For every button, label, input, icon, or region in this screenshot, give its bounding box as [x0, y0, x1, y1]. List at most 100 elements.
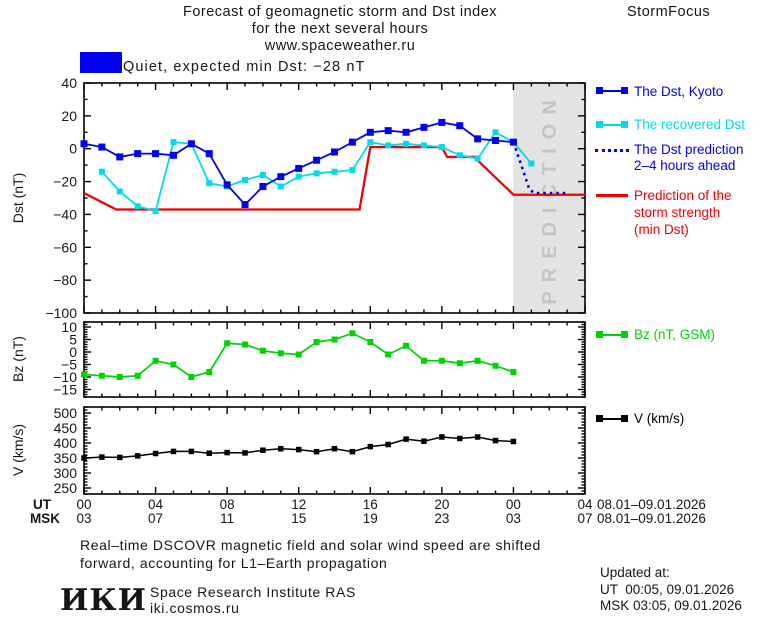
- data-point-marker: [259, 347, 266, 354]
- msk-tick-label: 03: [505, 511, 521, 526]
- data-point-marker: [295, 446, 302, 453]
- data-point-marker: [295, 164, 303, 172]
- updated-msk: MSK 03:05, 09.01.2026: [600, 598, 742, 613]
- data-point-marker: [170, 448, 177, 455]
- data-point-marker: [99, 454, 105, 460]
- data-point-marker: [349, 330, 356, 337]
- legend-marker: [621, 87, 628, 94]
- legend-marker: [596, 415, 603, 422]
- ut-tick-label: 08: [219, 497, 235, 512]
- msk-row-label: MSK: [30, 511, 60, 526]
- data-point-marker: [439, 434, 445, 440]
- data-point-marker: [170, 361, 177, 368]
- data-point-marker: [348, 138, 356, 146]
- data-point-marker: [384, 127, 392, 135]
- y-tick-label: −60: [53, 239, 77, 255]
- y-tick-label: −5: [61, 357, 77, 373]
- data-point-marker: [223, 181, 231, 189]
- legend-dst-kyoto: The Dst, Kyoto: [634, 84, 724, 99]
- data-point-marker: [134, 453, 141, 459]
- data-point-marker: [492, 362, 499, 369]
- data-point-marker: [421, 438, 427, 444]
- data-point-marker: [241, 201, 249, 209]
- ut-tick-label: 04: [148, 497, 164, 512]
- legend-marker: [596, 331, 603, 338]
- data-point-marker: [420, 123, 428, 131]
- data-point-marker: [313, 156, 321, 164]
- msk-tick-label: 15: [291, 511, 307, 526]
- data-point-marker: [259, 183, 267, 190]
- data-point-marker: [117, 454, 123, 461]
- data-point-marker: [420, 357, 427, 364]
- series-line: [512, 141, 566, 195]
- msk-tick-label: 11: [220, 511, 235, 526]
- msk-tick-label: 07: [148, 511, 164, 526]
- data-point-marker: [295, 351, 302, 358]
- legend-bz: Bz (nT, GSM): [634, 327, 716, 342]
- data-point-marker: [331, 148, 338, 156]
- status-color-box: [80, 52, 122, 73]
- data-point-marker: [206, 450, 212, 456]
- data-point-marker: [313, 448, 320, 455]
- ut-tick-label: 00: [76, 497, 92, 512]
- legend-swatch-v: [596, 415, 628, 423]
- data-point-marker: [331, 168, 338, 175]
- data-point-marker: [313, 339, 320, 345]
- data-point-marker: [80, 140, 88, 148]
- data-point-marker: [349, 167, 356, 174]
- data-point-marker: [474, 155, 481, 162]
- y-tick-label: 450: [54, 420, 78, 436]
- data-point-marker: [403, 342, 410, 349]
- data-point-marker: [98, 168, 105, 175]
- data-point-marker: [134, 372, 141, 379]
- footer-note-line2: forward, accounting for L1–Earth propaga…: [80, 555, 388, 571]
- data-point-marker: [278, 445, 284, 452]
- y-tick-label: 40: [61, 75, 77, 91]
- data-point-marker: [277, 173, 285, 181]
- data-point-marker: [170, 139, 177, 146]
- ut-row-label: UT: [33, 497, 51, 512]
- legend-line: [596, 90, 628, 92]
- bz-axis-label: Bz (nT): [10, 336, 26, 382]
- data-point-marker: [295, 173, 302, 180]
- legend-v: V (km/s): [634, 411, 685, 426]
- data-point-marker: [528, 160, 535, 167]
- data-point-marker: [313, 170, 320, 177]
- data-point-marker: [260, 447, 266, 453]
- legend-swatch-dst-prediction: [595, 149, 629, 152]
- msk-tick-label: 19: [362, 511, 378, 526]
- data-point-marker: [259, 172, 266, 178]
- data-point-marker: [81, 371, 87, 378]
- data-point-marker: [98, 143, 106, 151]
- institute-website: iki.cosmos.ru: [150, 600, 240, 616]
- y-tick-label: 20: [61, 108, 77, 124]
- y-tick-label: 500: [54, 405, 78, 421]
- legend-dst-prediction-line2: 2–4 hours ahead: [634, 158, 736, 173]
- data-point-marker: [188, 448, 195, 455]
- updated-label: Updated at:: [600, 565, 670, 580]
- brand-stormfocus: StormFocus: [627, 4, 711, 20]
- data-point-marker: [385, 142, 392, 149]
- data-point-marker: [206, 180, 213, 187]
- data-point-marker: [242, 341, 249, 348]
- data-point-marker: [134, 150, 142, 158]
- data-point-marker: [402, 128, 410, 136]
- page-title-line1: Forecast of geomagnetic storm and Dst in…: [182, 4, 498, 20]
- data-point-marker: [438, 357, 445, 364]
- footer-note-line1: Real–time DSCOVR magnetic field and sola…: [80, 537, 541, 553]
- legend-marker: [596, 121, 603, 128]
- data-point-marker: [474, 135, 482, 143]
- msk-tick-row: 03 07 11 15 19 23 03 07: [0, 511, 760, 526]
- y-tick-label: 0: [69, 344, 77, 360]
- legend-storm-strength-line2: storm strength: [634, 205, 721, 220]
- data-point-marker: [456, 152, 463, 159]
- updated-ut: UT 00:05, 09.01.2026: [600, 582, 735, 597]
- y-tick-label: 400: [54, 435, 78, 451]
- legend-line: [596, 418, 628, 420]
- data-point-marker: [116, 153, 124, 161]
- legend-storm-strength-line3: (min Dst): [634, 222, 689, 237]
- data-point-marker: [510, 438, 517, 445]
- legend-storm-strength-line1: Prediction of the: [634, 188, 732, 203]
- legend-swatch-recovered-dst: [596, 121, 628, 129]
- ut-tick-label: 00: [505, 497, 521, 512]
